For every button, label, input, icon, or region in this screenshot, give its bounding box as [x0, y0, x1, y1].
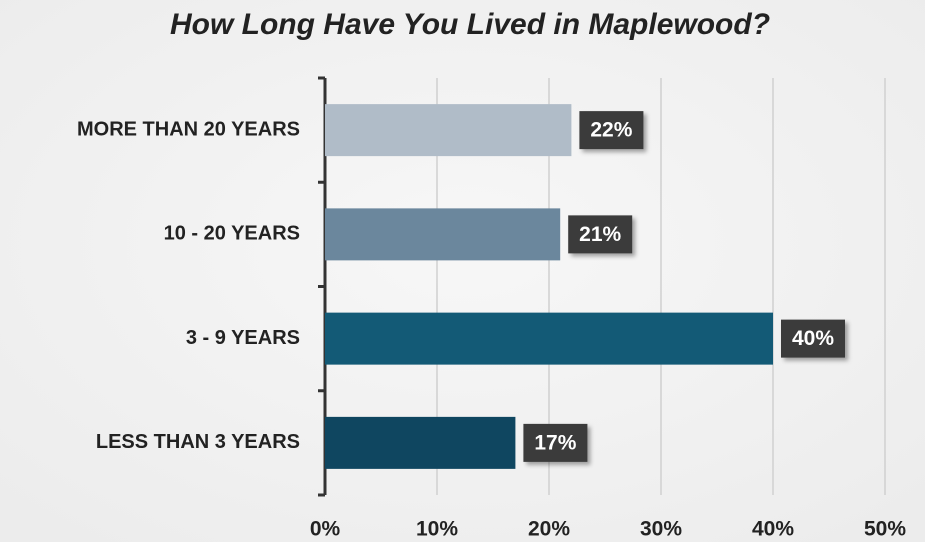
- data-label: 22%: [590, 119, 632, 142]
- data-label: 17%: [534, 431, 576, 454]
- bar: [325, 208, 561, 261]
- data-label-box: [568, 215, 633, 254]
- data-label: 21%: [579, 223, 621, 246]
- chart-title: How Long Have You Lived in Maplewood?: [170, 8, 770, 41]
- x-tick-label: 40%: [752, 518, 794, 541]
- x-tick-label: 0%: [310, 518, 341, 541]
- x-tick-label: 20%: [528, 518, 570, 541]
- y-tick-label: 3 - 9 YEARS: [186, 327, 300, 349]
- data-label: 40%: [792, 327, 834, 350]
- y-tick-label: 10 - 20 YEARS: [164, 223, 300, 245]
- x-tick-label: 10%: [416, 518, 458, 541]
- bar: [325, 416, 516, 469]
- y-tick-label: LESS THAN 3 YEARS: [96, 431, 300, 453]
- bar: [325, 104, 572, 157]
- x-tick-label: 30%: [640, 518, 682, 541]
- data-label-box: [523, 423, 588, 462]
- x-tick-label: 50%: [864, 518, 906, 541]
- data-label-box: [781, 319, 845, 358]
- bar: [325, 312, 773, 365]
- y-tick-label: MORE THAN 20 YEARS: [77, 118, 300, 140]
- data-label-box: [579, 111, 644, 150]
